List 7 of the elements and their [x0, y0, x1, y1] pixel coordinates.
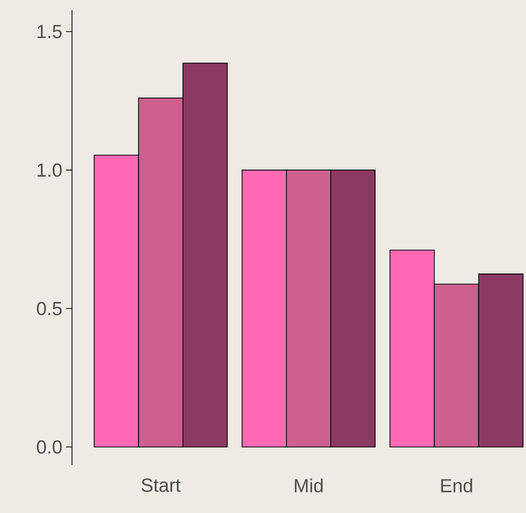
y-tick-label: 0.5 — [36, 302, 62, 316]
y-tick-label: 1.5 — [38, 25, 62, 38]
x-tick-label: Start — [142, 478, 181, 492]
y-tick-label: 0.0 — [36, 440, 62, 454]
x-tick-label: End — [441, 478, 472, 492]
x-tick-label: Mid — [294, 478, 323, 492]
y-tick-label: 1.0 — [38, 163, 62, 177]
